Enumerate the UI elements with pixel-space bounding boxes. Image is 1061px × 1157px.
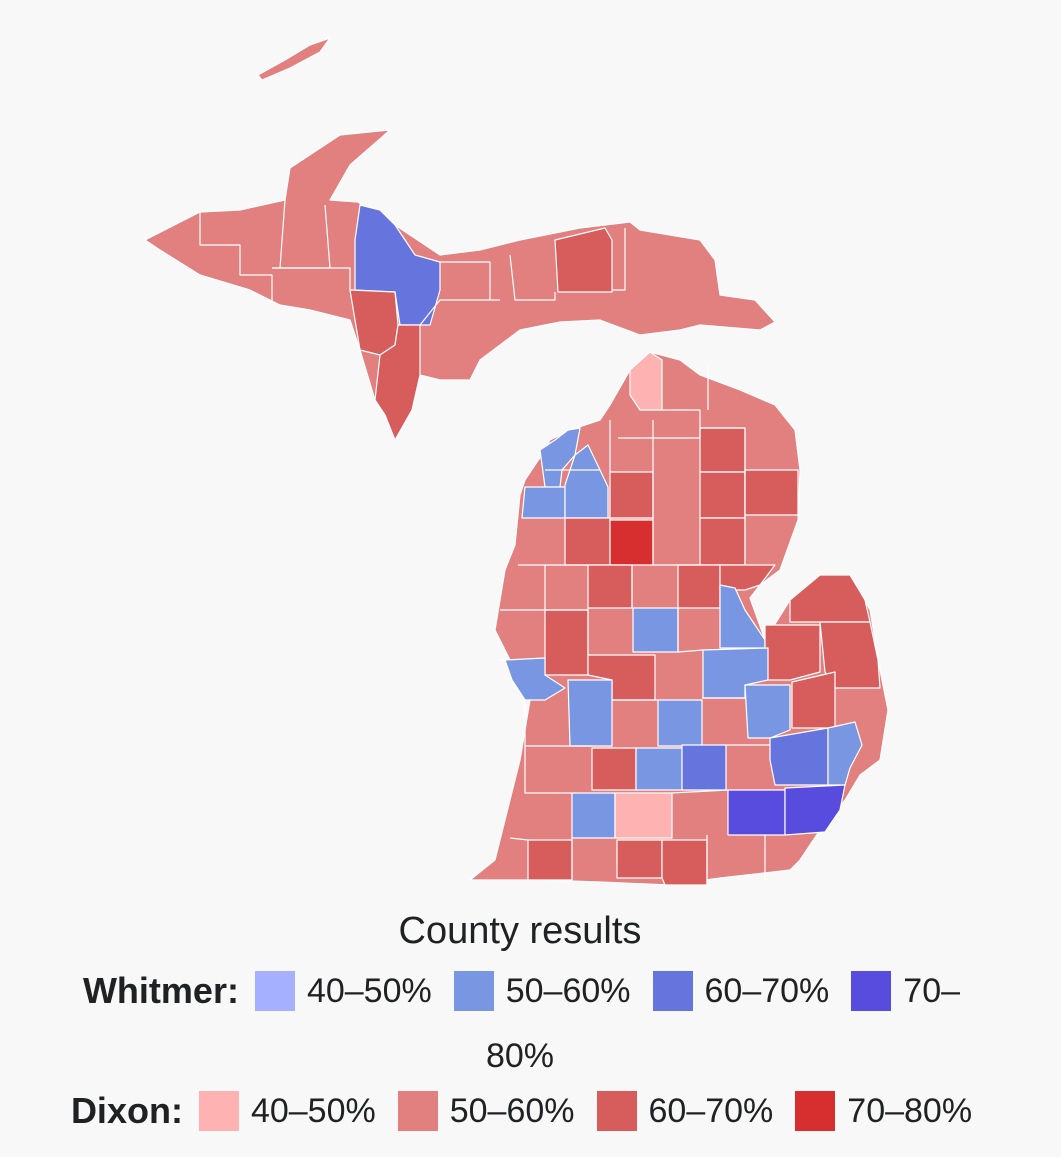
county-muskegon — [504, 657, 566, 701]
county-kalkaska — [609, 471, 654, 519]
county-boundaries — [199, 199, 770, 885]
county-branch — [616, 839, 663, 879]
county-hillsdale — [661, 839, 708, 886]
legend-candidate-whitmer: Whitmer: — [82, 970, 239, 1011]
upper-peninsula — [144, 129, 776, 441]
legend-whitmer: Whitmer: 40–50% 50–60% 60–70% 70– — [0, 970, 1061, 1012]
county-huron — [789, 574, 871, 623]
legend-label-whitmer-70-80: 70– — [903, 971, 961, 1010]
county-emmet — [629, 351, 663, 411]
county-ingham — [681, 744, 727, 791]
county-newaygo — [544, 609, 589, 676]
isle-royale — [257, 37, 331, 81]
legend-whitmer-wrap: 80% — [485, 1037, 555, 1075]
legend-swatch-dixon-60-70 — [596, 1091, 637, 1131]
legend-swatch-whitmer-70-80 — [851, 971, 892, 1011]
legend-candidate-dixon: Dixon: — [70, 1090, 183, 1131]
legend-swatch-whitmer-60-70 — [652, 971, 693, 1011]
legend-label-whitmer-50-60: 50–60% — [505, 971, 631, 1010]
county-lapeer — [791, 671, 836, 729]
county-washtenaw — [727, 789, 786, 836]
map-caption: County results — [398, 910, 642, 952]
county-allegan — [591, 747, 637, 791]
county-genesee — [744, 684, 791, 739]
county-benzie — [521, 486, 566, 519]
county-oscoda — [699, 471, 746, 519]
county-gladwin — [677, 564, 721, 609]
county-calhoun — [614, 792, 673, 839]
legend-swatch-whitmer-40-50 — [254, 971, 295, 1011]
legend-label-dixon-40-50: 40–50% — [250, 1091, 376, 1130]
legend-label-dixon-60-70: 60–70% — [648, 1091, 774, 1130]
legend-dixon: Dixon: 40–50% 50–60% 60–70% 70–80% — [0, 1090, 1061, 1132]
county-dickinson — [349, 289, 399, 356]
legend-swatch-dixon-40-50 — [198, 1091, 239, 1131]
county-tuscola — [764, 624, 821, 681]
legend-label-dixon-70-80: 70–80% — [847, 1091, 973, 1130]
county-ogemaw — [699, 517, 746, 566]
county-marquette — [354, 204, 441, 326]
county-alcona — [744, 469, 799, 516]
legend-label-whitmer-40-50: 40–50% — [306, 971, 432, 1010]
county-oakland — [769, 727, 829, 786]
legend-swatch-dixon-70-80 — [795, 1091, 836, 1131]
county-menominee — [374, 324, 421, 441]
county-osceola — [587, 564, 633, 609]
county-isabella — [632, 607, 679, 653]
county-berrien — [527, 839, 573, 881]
county-montmorency — [699, 427, 746, 473]
county-eaton — [635, 747, 683, 791]
county-kent — [567, 679, 613, 747]
county-luce — [554, 227, 613, 293]
legend-swatch-whitmer-50-60 — [453, 971, 494, 1011]
legend-swatch-dixon-50-60 — [397, 1091, 438, 1131]
county-gratiot-clinton — [657, 699, 703, 747]
county-wayne — [784, 784, 846, 836]
county-missaukee — [564, 517, 611, 566]
legend-label-whitmer-60-70: 60–70% — [704, 971, 830, 1010]
county-roscommon — [609, 519, 654, 566]
county-kalamazoo — [571, 792, 616, 839]
michigan-county-map — [144, 37, 889, 886]
legend-label-dixon-50-60: 50–60% — [449, 1091, 575, 1130]
county-macomb — [827, 721, 863, 786]
